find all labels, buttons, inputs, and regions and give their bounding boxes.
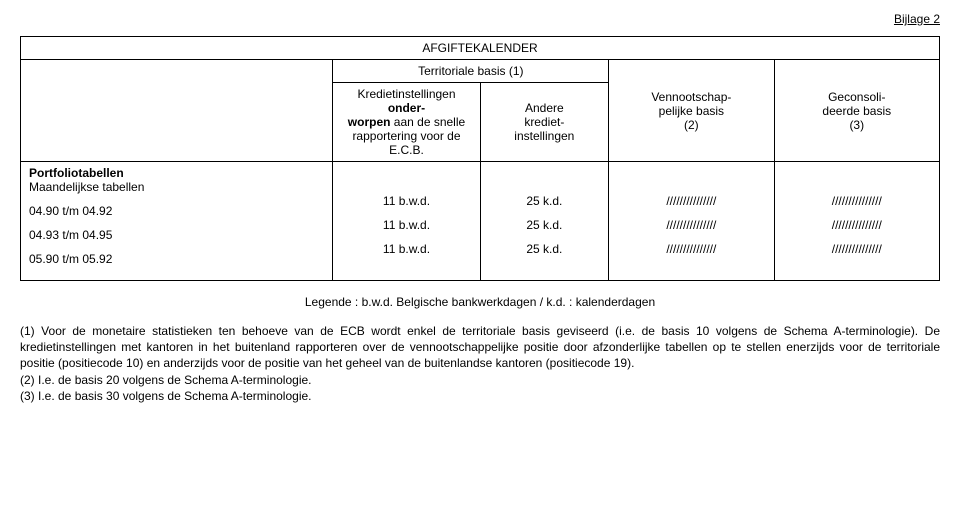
header-gecons-line1: Geconsoli-	[828, 90, 885, 104]
row2-v2: 25 k.d.	[526, 242, 562, 256]
row1-v1: 11 b.w.d.	[383, 218, 430, 232]
row1-v2: 25 k.d.	[526, 218, 562, 232]
header-sub1-line2b: aan de snelle	[390, 115, 465, 129]
col-sub2-values: 25 k.d. 25 k.d. 25 k.d.	[480, 162, 609, 281]
header-sub2-line3: instellingen	[514, 129, 574, 143]
header-vennootschap-line1: Vennootschap-	[651, 90, 731, 104]
legend-text: Legende : b.w.d. Belgische bankwerkdagen…	[20, 295, 940, 309]
table-title: AFGIFTEKALENDER	[21, 37, 940, 60]
afgiftekalender-table: AFGIFTEKALENDER Territoriale basis (1) V…	[20, 36, 940, 281]
row0-v3: ///////////////	[666, 194, 716, 208]
section-label: Portfoliotabellen Maandelijkse tabellen …	[21, 162, 333, 281]
header-sub2-line2: krediet-	[524, 115, 564, 129]
header-territorial: Territoriale basis (1)	[333, 60, 609, 83]
header-geconsolideerd: Geconsoli- deerde basis (3)	[774, 60, 939, 162]
section-heading: Portfoliotabellen	[29, 166, 124, 180]
row2-v3: ///////////////	[666, 242, 716, 256]
header-gecons-line3: (3)	[849, 118, 864, 132]
header-sub1-line3: rapportering voor de E.C.B.	[352, 129, 460, 157]
header-gecons-line2: deerde basis	[822, 104, 891, 118]
row0-v1: 11 b.w.d.	[383, 194, 430, 208]
footnote-3: (3) I.e. de basis 30 volgens de Schema A…	[20, 388, 940, 404]
header-blank	[21, 60, 333, 162]
footnotes: (1) Voor de monetaire statistieken ten b…	[20, 323, 940, 404]
row0-v4: ///////////////	[832, 194, 882, 208]
footnote-1: (1) Voor de monetaire statistieken ten b…	[20, 323, 940, 372]
row1-v4: ///////////////	[832, 218, 882, 232]
header-sub2: Andere krediet- instellingen	[480, 83, 609, 162]
row-code-2: 05.90 t/m 05.92	[29, 252, 112, 266]
section-sub: Maandelijkse tabellen	[29, 180, 144, 194]
header-sub1-line1b: onder-	[388, 101, 425, 115]
row-code-0: 04.90 t/m 04.92	[29, 204, 112, 218]
col-venn-values: /////////////// /////////////// ////////…	[609, 162, 774, 281]
header-sub1-line2a: worpen	[348, 115, 391, 129]
footnote-2: (2) I.e. de basis 20 volgens de Schema A…	[20, 372, 940, 388]
row1-v3: ///////////////	[666, 218, 716, 232]
page-header-label: Bijlage 2	[20, 12, 940, 26]
header-vennootschap-line2: pelijke basis	[659, 104, 724, 118]
row-code-1: 04.93 t/m 04.95	[29, 228, 112, 242]
row0-v2: 25 k.d.	[526, 194, 562, 208]
header-vennootschap-line3: (2)	[684, 118, 699, 132]
row2-v4: ///////////////	[832, 242, 882, 256]
col-sub1-values: 11 b.w.d. 11 b.w.d. 11 b.w.d.	[333, 162, 480, 281]
header-sub1-line1a: Kredietinstellingen	[357, 87, 455, 101]
row2-v1: 11 b.w.d.	[383, 242, 430, 256]
header-sub2-line1: Andere	[525, 101, 564, 115]
header-vennootschap: Vennootschap- pelijke basis (2)	[609, 60, 774, 162]
col-gec-values: /////////////// /////////////// ////////…	[774, 162, 939, 281]
header-sub1: Kredietinstellingen onder- worpen aan de…	[333, 83, 480, 162]
